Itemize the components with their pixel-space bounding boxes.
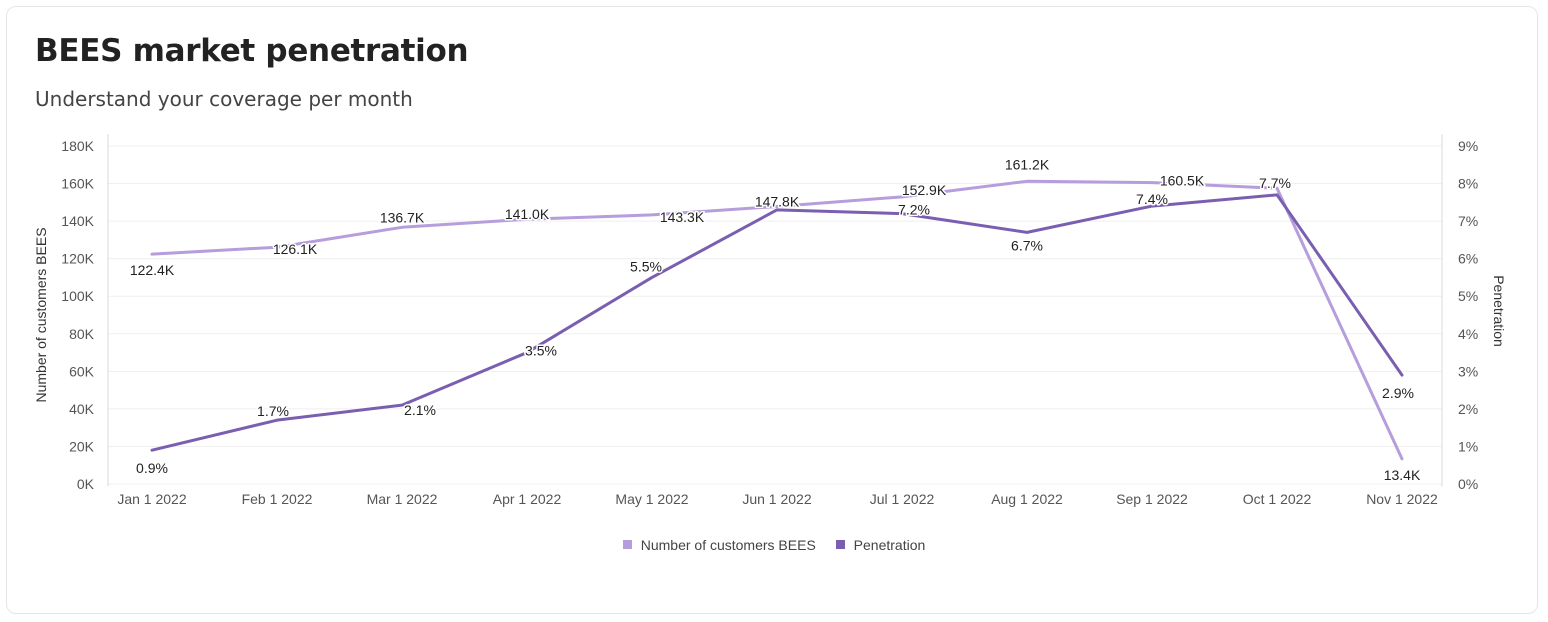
data-label-customers: 141.0K — [505, 206, 550, 222]
legend-label-customers: Number of customers BEES — [640, 536, 816, 553]
legend-item-customers[interactable]: Number of customers BEES — [622, 536, 816, 553]
x-tick-label: Aug 1 2022 — [991, 491, 1063, 507]
x-tick-label: Feb 1 2022 — [242, 491, 313, 507]
data-label-customers: 147.8K — [755, 193, 800, 209]
legend-swatch-penetration — [835, 540, 845, 549]
page-title: BEES market penetration — [35, 33, 469, 69]
y-tick-label: 100K — [61, 288, 94, 304]
legend-swatch-customers — [622, 540, 632, 549]
y-tick-label: 140K — [61, 213, 94, 229]
y-tick-label: 0K — [77, 476, 95, 492]
series-line-customers — [150, 179, 1404, 461]
y-tick-label: 80K — [69, 326, 95, 342]
chart-legend: Number of customers BEES Penetration — [0, 536, 1548, 553]
legend-item-penetration[interactable]: Penetration — [835, 536, 926, 553]
y-tick-label: 120K — [61, 251, 94, 267]
y2-tick-label: 0% — [1458, 476, 1478, 492]
data-label-penetration: 1.7% — [257, 403, 289, 419]
data-label-penetration: 2.1% — [404, 402, 436, 418]
y2-axis-title: Penetration — [1491, 275, 1507, 347]
y-tick-label: 180K — [61, 138, 94, 154]
y-tick-label: 40K — [69, 401, 95, 417]
x-tick-label: Sep 1 2022 — [1116, 491, 1188, 507]
data-label-penetration: 7.7% — [1259, 175, 1291, 191]
series-line-penetration — [150, 193, 1404, 452]
data-label-penetration: 2.9% — [1382, 385, 1414, 401]
x-tick-label: Jan 1 2022 — [117, 491, 186, 507]
x-tick-label: Oct 1 2022 — [1243, 491, 1312, 507]
y-tick-label: 160K — [61, 176, 94, 192]
y2-tick-label: 3% — [1458, 363, 1478, 379]
y2-tick-label: 4% — [1458, 326, 1478, 342]
x-tick-label: Apr 1 2022 — [493, 491, 562, 507]
data-label-customers: 161.2K — [1005, 156, 1050, 172]
x-tick-label: May 1 2022 — [615, 491, 688, 507]
data-label-penetration: 5.5% — [630, 258, 662, 274]
y2-tick-label: 8% — [1458, 176, 1478, 192]
y-tick-label: 60K — [69, 363, 95, 379]
y2-tick-label: 6% — [1458, 251, 1478, 267]
legend-label-penetration: Penetration — [853, 536, 926, 553]
data-label-customers: 122.4K — [130, 262, 175, 278]
y-axis-title: Number of customers BEES — [33, 227, 49, 402]
x-tick-label: Mar 1 2022 — [367, 491, 438, 507]
x-tick-label: Jun 1 2022 — [742, 491, 811, 507]
data-label-penetration: 7.2% — [898, 202, 930, 218]
data-label-customers: 152.9K — [902, 182, 947, 198]
x-tick-label: Jul 1 2022 — [870, 491, 935, 507]
y2-tick-label: 9% — [1458, 138, 1478, 154]
y2-tick-label: 2% — [1458, 401, 1478, 417]
y2-tick-label: 7% — [1458, 213, 1478, 229]
y-tick-label: 20K — [69, 438, 95, 454]
data-label-customers: 136.7K — [380, 209, 425, 225]
chart-card: BEES market penetration Understand your … — [6, 6, 1538, 614]
data-label-penetration: 0.9% — [136, 460, 168, 476]
data-label-customers: 126.1K — [273, 241, 318, 257]
data-label-customers: 13.4K — [1384, 467, 1421, 483]
y2-tick-label: 5% — [1458, 288, 1478, 304]
data-label-customers: 160.5K — [1160, 173, 1205, 189]
page-subtitle: Understand your coverage per month — [35, 87, 413, 111]
y2-tick-label: 1% — [1458, 438, 1478, 454]
data-label-penetration: 7.4% — [1136, 191, 1168, 207]
data-label-penetration: 6.7% — [1011, 237, 1043, 253]
data-label-customers: 143.3K — [660, 209, 705, 225]
data-label-penetration: 3.5% — [525, 343, 557, 359]
x-tick-label: Nov 1 2022 — [1366, 491, 1438, 507]
